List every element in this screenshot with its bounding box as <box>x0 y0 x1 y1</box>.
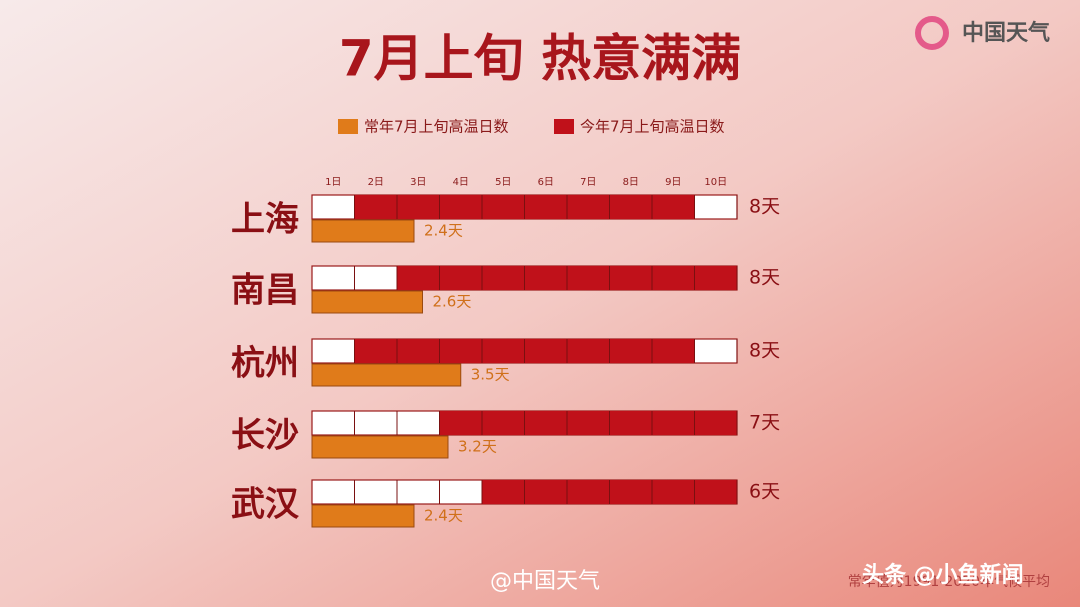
hot-day-cell <box>609 339 652 363</box>
hot-day-cell <box>652 480 695 504</box>
value-label: 2.6天 <box>433 293 472 311</box>
x-tick-label: 5日 <box>495 177 511 188</box>
hot-day-cell <box>694 411 737 435</box>
chart-title: 7月上旬 热意满满 <box>339 30 741 88</box>
category-label: 长沙 <box>231 416 299 456</box>
category-label: 武汉 <box>231 485 300 525</box>
x-tick-label: 7日 <box>580 177 596 188</box>
bar <box>311 504 415 528</box>
hot-day-cell <box>482 480 525 504</box>
x-tick-label: 6日 <box>538 177 554 188</box>
hot-day-cell <box>439 411 482 435</box>
hot-day-cell <box>609 195 652 219</box>
x-tick-label: 3日 <box>410 177 426 188</box>
hot-day-cell <box>524 266 567 290</box>
legend-swatch <box>338 119 358 134</box>
hot-day-cell <box>354 195 397 219</box>
x-tick-label: 9日 <box>665 177 681 188</box>
hot-day-cell <box>609 480 652 504</box>
hot-day-cell <box>694 480 737 504</box>
x-tick-label: 8日 <box>623 177 639 188</box>
bar <box>311 290 423 314</box>
hot-day-cell <box>397 266 440 290</box>
hot-day-cell <box>482 266 525 290</box>
hot-day-cell <box>567 411 610 435</box>
value-label: 8天 <box>749 340 780 362</box>
watermark: @中国天气 <box>490 569 600 594</box>
category-label: 上海 <box>231 200 299 240</box>
legend-label: 今年7月上旬高温日数 <box>580 118 725 136</box>
value-label: 8天 <box>749 267 780 289</box>
bar <box>311 363 462 387</box>
hot-day-cell <box>439 195 482 219</box>
watermark: 头条 @小鱼新闻 <box>862 562 1024 588</box>
value-label: 2.4天 <box>424 222 463 240</box>
hot-day-cell <box>609 411 652 435</box>
hot-day-cell <box>694 266 737 290</box>
hot-day-cell <box>482 339 525 363</box>
hot-day-cell <box>567 480 610 504</box>
hot-day-cell <box>524 411 567 435</box>
value-label: 8天 <box>749 196 780 218</box>
hot-day-cell <box>652 339 695 363</box>
value-label: 3.5天 <box>471 366 510 384</box>
note: 常年值为1991-2020年气候平均 <box>848 574 1050 590</box>
hot-day-cell <box>439 266 482 290</box>
hot-day-cell <box>567 339 610 363</box>
bar <box>311 219 415 243</box>
category-label: 杭州 <box>231 344 299 384</box>
hot-day-cell <box>652 411 695 435</box>
value-label: 3.2天 <box>458 438 497 456</box>
hot-day-cell <box>567 266 610 290</box>
bar <box>311 435 449 459</box>
hot-day-cell <box>609 266 652 290</box>
hot-day-cell <box>652 195 695 219</box>
hot-day-cell <box>439 339 482 363</box>
value-label: 6天 <box>749 481 780 503</box>
value-label: 7天 <box>749 412 780 434</box>
hot-day-cell <box>567 195 610 219</box>
legend-label: 常年7月上旬高温日数 <box>364 118 509 136</box>
hot-day-cell <box>354 339 397 363</box>
hot-day-cell <box>397 195 440 219</box>
logo-icon <box>915 16 949 50</box>
hot-day-cell <box>524 339 567 363</box>
hot-day-cell <box>482 411 525 435</box>
x-tick-label: 4日 <box>453 177 469 188</box>
hot-day-cell <box>652 266 695 290</box>
legend-swatch <box>554 119 574 134</box>
hot-day-cell <box>524 195 567 219</box>
value-label: 2.4天 <box>424 507 463 525</box>
category-label: 南昌 <box>231 271 299 311</box>
hot-day-cell <box>524 480 567 504</box>
hot-day-cell <box>397 339 440 363</box>
x-tick-label: 1日 <box>325 177 341 188</box>
x-tick-label: 2日 <box>368 177 384 188</box>
hot-day-cell <box>482 195 525 219</box>
logo-text: 中国天气 <box>962 20 1050 46</box>
x-tick-label: 10日 <box>704 177 727 188</box>
